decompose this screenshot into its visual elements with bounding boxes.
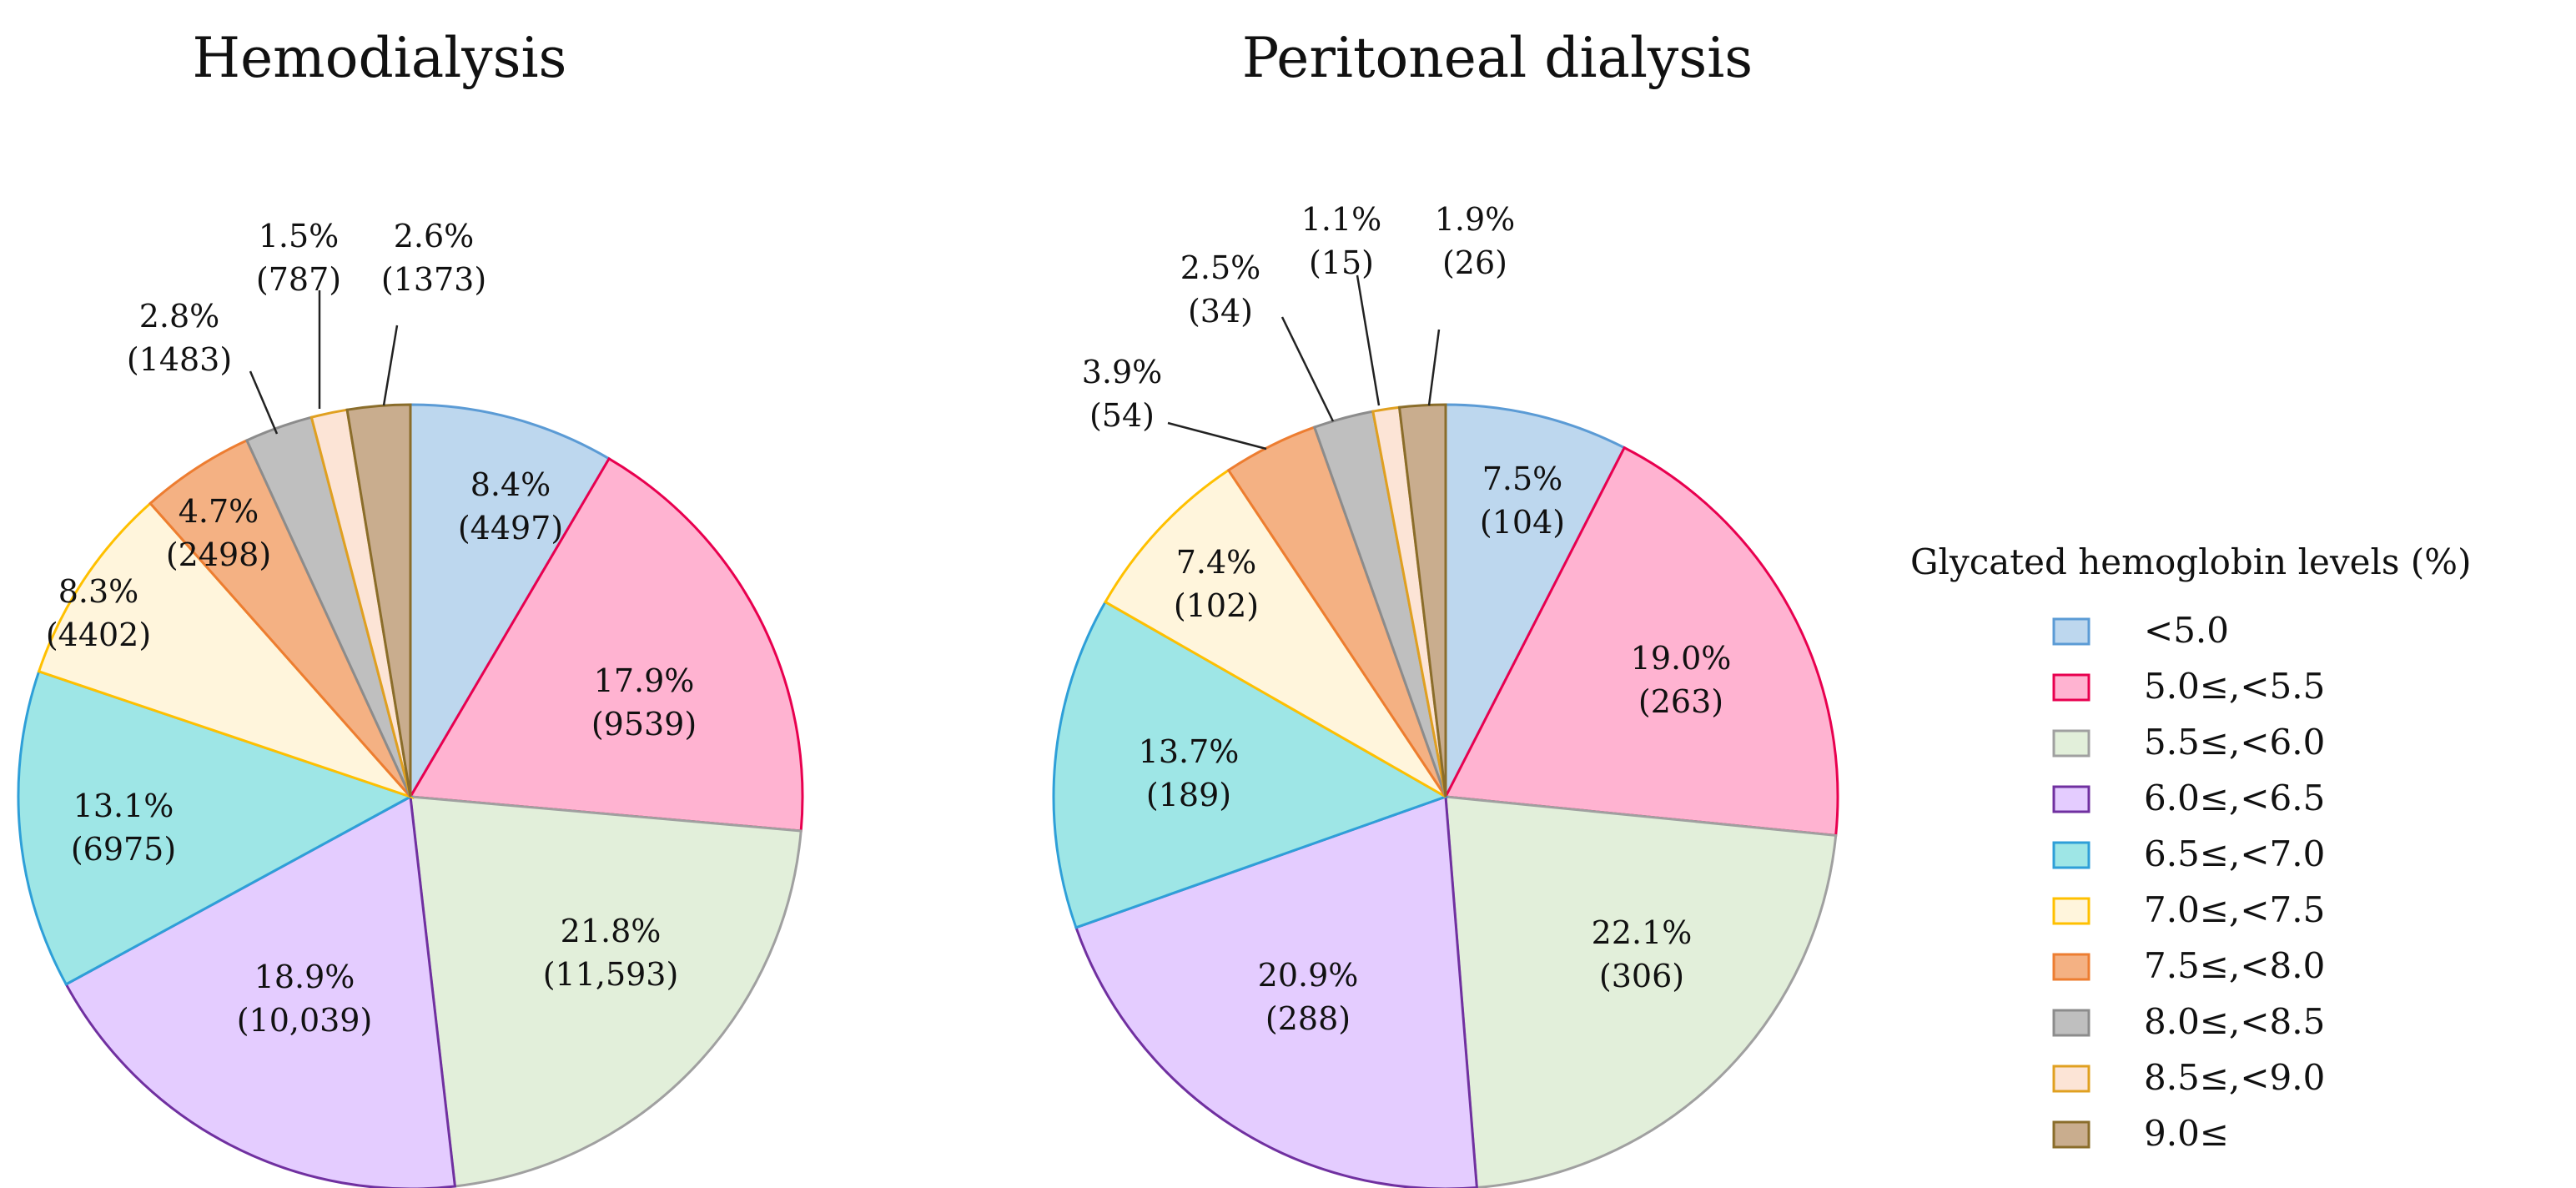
data-label-count: (2498) (166, 536, 271, 573)
data-label-percent: 18.9% (254, 959, 355, 995)
legend-title: Glycated hemoglobin levels (%) (1910, 541, 2471, 582)
pie-slice (408, 456, 804, 833)
data-label-percent: 19.0% (1631, 640, 1732, 677)
pie-slice (409, 795, 802, 1188)
data-label-count: (1483) (127, 341, 232, 378)
pie-slice (17, 669, 414, 986)
pie-slice (64, 794, 457, 1188)
pie-slice (1052, 600, 1449, 929)
data-label-percent: 8.3% (58, 573, 139, 610)
pie-slice (1443, 446, 1839, 838)
data-label-percent: 21.8% (561, 913, 662, 949)
legend-label: 7.5≤,<8.0 (2144, 945, 2325, 986)
legend-label: 8.0≤,<8.5 (2144, 1001, 2325, 1042)
legend-label: 6.0≤,<6.5 (2144, 778, 2325, 818)
legend-swatch (2052, 617, 2090, 646)
data-label-percent: 3.9% (1082, 354, 1163, 390)
legend-swatch (2052, 841, 2090, 869)
data-label-percent: 1.9% (1435, 201, 1516, 238)
leader-line (382, 325, 399, 406)
peritoneal-dialysis-pie: Peritoneal dialysis 7.5% (104) 19.0% (263) 22… (1052, 26, 1839, 1188)
data-label-count: (34) (1188, 293, 1253, 330)
data-label-percent: 13.1% (73, 788, 174, 824)
legend-label: 6.5≤,<7.0 (2144, 833, 2325, 874)
data-label-count: (102) (1174, 587, 1259, 624)
data-label-percent: 2.6% (394, 218, 475, 254)
data-label-count: (15) (1309, 244, 1374, 281)
data-label-count: (11,593) (543, 956, 679, 993)
pie-slice (1104, 468, 1447, 798)
data-label-percent: 4.7% (179, 493, 259, 530)
data-label-count: (6975) (71, 831, 176, 868)
legend-swatch (2052, 1065, 2090, 1093)
pie-slice (409, 403, 611, 802)
leader-line (249, 370, 279, 435)
data-label-count: (26) (1442, 244, 1507, 281)
data-label-count: (306) (1599, 958, 1684, 994)
data-label-count: (1373) (381, 261, 486, 298)
pie-slice (1074, 794, 1478, 1188)
legend-label: 5.5≤,<6.0 (2144, 722, 2325, 763)
legend-label: 5.0≤,<5.5 (2144, 666, 2325, 707)
data-label-percent: 20.9% (1258, 957, 1359, 994)
pie-slice (37, 501, 415, 800)
legend: Glycated hemoglobin levels (%) <5.0 5.0≤,<… (1910, 541, 2471, 1154)
pie-slice (345, 403, 412, 798)
chart-title: Hemodialysis (193, 26, 567, 90)
leader-line (1427, 329, 1441, 406)
data-label-count: (4402) (46, 617, 151, 653)
leader-line (1356, 274, 1381, 406)
data-label-count: (54) (1089, 397, 1155, 434)
data-label-percent: 7.5% (1482, 461, 1563, 497)
data-label-percent: 17.9% (594, 662, 695, 699)
legend-label: <5.0 (2144, 610, 2229, 651)
data-label-percent: 8.4% (470, 466, 551, 503)
data-label-percent: 13.7% (1139, 733, 1240, 770)
data-label-percent: 22.1% (1592, 914, 1693, 951)
data-label-count: (263) (1638, 683, 1723, 720)
data-label-percent: 1.5% (259, 218, 340, 254)
data-label-percent: 2.5% (1180, 249, 1261, 286)
legend-swatch (2052, 1120, 2090, 1149)
data-label-count: (189) (1146, 777, 1231, 813)
data-label-percent: 2.8% (139, 298, 220, 335)
pie-slice (1444, 403, 1627, 798)
legend-label: 7.0≤,<7.5 (2144, 889, 2325, 930)
data-label-count: (4497) (458, 510, 563, 546)
legend-swatch (2052, 1009, 2090, 1037)
legend-swatch (2052, 673, 2090, 702)
data-label-percent: 7.4% (1176, 544, 1257, 581)
legend-label: 8.5≤,<9.0 (2144, 1057, 2325, 1098)
legend-swatch (2052, 729, 2090, 758)
data-label-count: (787) (256, 261, 341, 298)
pie-slice (1444, 795, 1838, 1188)
legend-label: 9.0≤ (2144, 1113, 2229, 1154)
data-label-count: (104) (1480, 504, 1565, 541)
leader-line (1167, 421, 1267, 451)
data-label-count: (288) (1265, 1000, 1351, 1037)
leader-line (1280, 316, 1335, 422)
data-label-percent: 1.1% (1301, 201, 1382, 238)
hemodialysis-pie: Hemodialysis 8.4% (4497) 17.9% (9539) 21.8% (1… (17, 26, 804, 1188)
legend-swatch (2052, 897, 2090, 925)
chart-title: Peritoneal dialysis (1242, 26, 1753, 90)
legend-swatch (2052, 785, 2090, 813)
data-label-count: (10,039) (237, 1002, 373, 1039)
pie-slice (1397, 403, 1447, 798)
legend-swatch (2052, 953, 2090, 981)
data-label-count: (9539) (591, 706, 697, 742)
